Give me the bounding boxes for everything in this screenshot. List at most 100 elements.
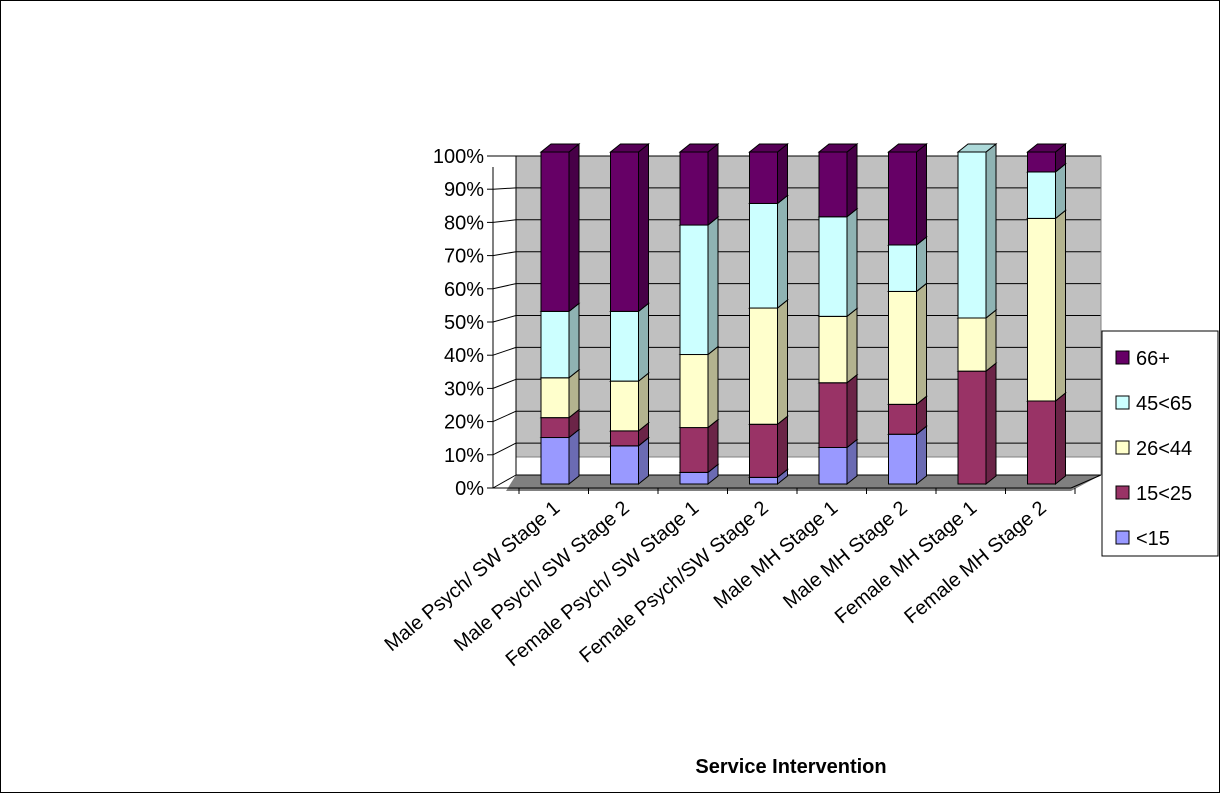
y-tick-labels: 0% 10% 20% 30% 40% 50% 60% 70% 80% 90% 100% [433, 146, 484, 500]
bar-front [888, 433, 917, 485]
bar-front [610, 380, 639, 432]
bar-front [540, 377, 570, 419]
bar-front [749, 202, 778, 309]
legend: 66+ 45<65 26<44 15<25 <15 [1101, 330, 1219, 557]
bar-5-series-1 [887, 395, 928, 436]
bar-front [818, 315, 848, 384]
bar-front [610, 445, 639, 485]
bar-side [846, 207, 858, 318]
bar-6-series-1 [956, 362, 998, 486]
bar-side [707, 142, 719, 227]
bar-side [638, 372, 649, 432]
gridline-side [492, 346, 517, 356]
bar-front [818, 446, 848, 485]
bar-side [916, 282, 927, 406]
bar-front [679, 354, 709, 429]
y-tick-label: 100% [433, 146, 484, 168]
bar-4-series-2 [817, 307, 859, 384]
bar-side [777, 415, 788, 479]
bar-front [540, 437, 570, 485]
x-axis-title: Service Intervention [695, 756, 886, 778]
bar-7-series-2 [1026, 209, 1067, 403]
y-tick-label: 60% [444, 279, 484, 301]
y-tick-label: 0% [455, 478, 484, 500]
bar-side [916, 142, 927, 247]
bar-side [707, 418, 719, 474]
bar-front [749, 151, 778, 204]
bar-4-series-4 [817, 142, 859, 218]
bar-side [707, 345, 719, 429]
bar-front [540, 310, 570, 379]
bar-top [817, 143, 859, 153]
bar-3-series-3 [748, 194, 789, 310]
bar-front [1027, 217, 1056, 402]
axes [487, 155, 1102, 494]
bar-1-series-4 [609, 142, 650, 313]
bar-side [777, 298, 788, 426]
bar-side [916, 235, 927, 293]
bar-7-series-4 [1026, 142, 1067, 173]
bar-side [846, 373, 858, 449]
category-label: Male MH Stage 1 [710, 497, 843, 613]
bar-5-series-2 [887, 282, 928, 406]
bar-top [609, 143, 650, 153]
bar-front [610, 310, 639, 382]
bar-front [818, 151, 848, 218]
bar-3-series-1 [748, 415, 789, 479]
legend-label: 26<44 [1136, 438, 1192, 460]
legend-swatch [1115, 485, 1130, 500]
bar-side [777, 194, 788, 310]
bar-side [985, 142, 997, 320]
bar-front [540, 417, 570, 439]
y-tick-label: 80% [444, 212, 484, 234]
bar-5-series-0 [887, 425, 928, 486]
legend-label: 66+ [1136, 348, 1170, 370]
gridline-side [492, 315, 517, 323]
bar-side [568, 142, 580, 313]
back-wall [515, 155, 1102, 458]
bar-6-series-2 [956, 308, 998, 373]
legend-swatch [1115, 350, 1130, 365]
bar-front [888, 151, 917, 246]
bar-front [1027, 151, 1056, 173]
bar-side [1055, 162, 1066, 220]
bar-front [888, 244, 917, 292]
bar-side [916, 425, 927, 486]
bar-side [568, 428, 580, 486]
y-tick-label: 20% [444, 412, 484, 434]
y-tick-label: 40% [444, 345, 484, 367]
bar-front [749, 423, 778, 478]
plot-wall [506, 155, 1102, 491]
bar-top [748, 143, 789, 153]
bar-0-series-4 [539, 142, 581, 313]
gridline-side [492, 187, 517, 190]
category-label: Male MH Stage 2 [779, 497, 912, 613]
bar-2-series-2 [678, 345, 720, 429]
bar-front [888, 403, 917, 435]
bar-front [679, 224, 709, 356]
bar-2-series-4 [678, 142, 720, 227]
y-tick-label: 90% [444, 179, 484, 201]
legend-label: 45<65 [1136, 393, 1192, 415]
bar-4-series-3 [817, 207, 859, 318]
bar-front [957, 317, 987, 372]
bar-side [638, 142, 649, 313]
bar-6-series-3 [956, 142, 998, 320]
bar-front [679, 427, 709, 473]
bar-front [818, 382, 848, 448]
gridline-side [492, 283, 517, 290]
legend-swatch [1115, 395, 1130, 410]
bar-front [957, 370, 987, 485]
bar-side [1055, 209, 1066, 403]
bar-side [568, 302, 580, 379]
bar-front [610, 430, 639, 447]
bar-front [679, 151, 709, 226]
y-tick-label: 10% [444, 445, 484, 467]
gridline-side [492, 378, 517, 389]
bar-0-series-3 [539, 302, 581, 379]
bar-front [749, 307, 778, 425]
bar-top [678, 143, 720, 153]
bar-2-series-3 [678, 215, 720, 356]
